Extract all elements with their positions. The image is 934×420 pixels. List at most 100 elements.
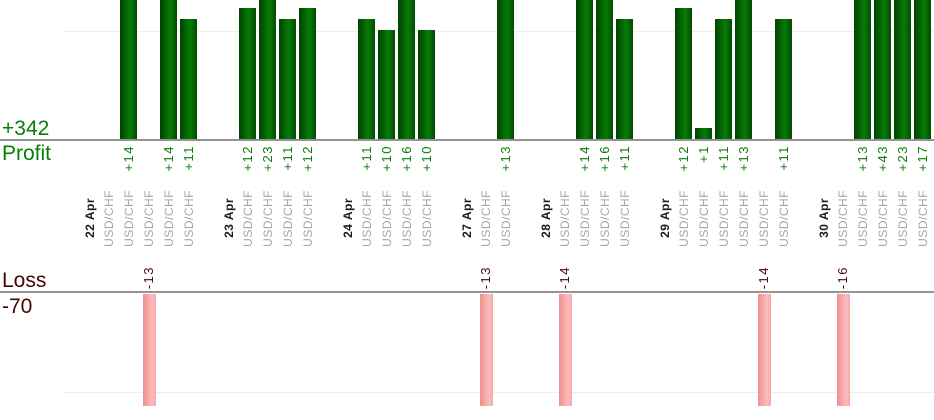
profit-value-label: +11 [776,145,792,171]
profit-value-label-wrap: +11 [714,145,734,210]
loss-value-label-wrap: -14 [555,238,575,289]
profit-value-label-wrap: +11 [615,145,635,210]
profit-value-label: +13 [855,145,871,172]
profit-bar [160,0,177,139]
profit-total: +342 [2,117,50,140]
profit-value-label-wrap: +14 [159,145,179,210]
loss-total: -70 [2,295,33,318]
profit-value-label: +13 [498,145,514,172]
profit-value-label-wrap: +1 [694,145,714,210]
loss-gridline [63,392,934,393]
loss-value-label: -14 [557,265,573,289]
profit-value-label-wrap: +14 [119,145,139,210]
loss-axis-line [0,291,934,293]
profit-bar [358,19,375,139]
date-label: 27 Apr [459,198,474,238]
profit-value-label-wrap: +17 [913,145,933,210]
profit-value-label: +12 [676,145,692,172]
profit-value-label-wrap: +11 [357,145,377,210]
pair-label: USD/CHF [101,189,116,247]
date-label-wrap: 23 Apr [219,185,239,251]
profit-value-label-wrap: +10 [377,145,397,210]
profit-bar [775,19,792,139]
profit-bar [120,0,137,139]
profit-value-label: +13 [736,145,752,172]
profit-value-label: +11 [359,145,375,171]
date-label-wrap: 27 Apr [457,185,477,251]
profit-axis-label: Profit [2,142,52,165]
profit-bar [279,19,296,139]
loss-value-label-wrap: -16 [833,238,853,289]
profit-bar [715,19,732,139]
profit-value-label: +17 [915,145,931,172]
profit-value-label-wrap: +12 [238,145,258,210]
profit-bar [497,0,514,139]
profit-bar [874,0,891,139]
loss-value-label: -14 [756,265,772,289]
profit-value-label: +10 [419,145,435,172]
profit-value-label: +14 [577,145,593,172]
profit-value-label: +16 [399,145,415,172]
loss-bar [480,294,493,406]
profit-value-label: +11 [716,145,732,171]
loss-value-label: -13 [141,265,157,289]
profit-bar [616,19,633,139]
profit-value-label: +10 [379,145,395,172]
profit-axis-line [0,139,934,141]
profit-value-label-wrap: +43 [873,145,893,210]
date-label-wrap: 24 Apr [338,185,358,251]
date-label-wrap: 30 Apr [814,185,834,251]
profit-value-label: +23 [895,145,911,172]
profit-bar [180,19,197,139]
profit-value-label-wrap: +10 [417,145,437,210]
profit-value-label-wrap: +11 [278,145,298,210]
date-label: 23 Apr [221,198,236,238]
profit-value-label-wrap: +13 [734,145,754,210]
loss-value-label: -13 [478,265,494,289]
profit-value-label: +1 [696,145,712,163]
profit-bar [239,8,256,139]
profit-bar [675,8,692,139]
profit-value-label: +11 [181,145,197,171]
profit-value-label: +11 [280,145,296,171]
profit-value-label-wrap: +23 [893,145,913,210]
loss-bar [758,294,771,406]
profit-value-label-wrap: +12 [674,145,694,210]
profit-value-label: +12 [300,145,316,172]
date-label: 22 Apr [82,198,97,238]
date-label: 28 Apr [538,198,553,238]
date-label: 24 Apr [340,198,355,238]
profit-value-label-wrap: +23 [258,145,278,210]
date-label-wrap: 28 Apr [536,185,556,251]
pair-label-wrap: USD/CHF [99,185,119,251]
loss-bar [143,294,156,406]
profit-value-label: +43 [875,145,891,172]
profit-value-label-wrap: +11 [179,145,199,210]
profit-bar [854,0,871,139]
profit-value-label-wrap: +12 [298,145,318,210]
profit-value-label: +14 [121,145,137,172]
profit-value-label: +12 [240,145,256,172]
date-label: 30 Apr [816,198,831,238]
loss-value-label-wrap: -13 [139,238,159,289]
profit-value-label: +14 [161,145,177,172]
profit-bar [914,0,931,139]
loss-value-label-wrap: -14 [754,238,774,289]
loss-axis-label: Loss [2,269,47,292]
profit-value-label: +23 [260,145,276,172]
profit-bar [735,0,752,139]
profit-bar [299,8,316,139]
profit-value-label-wrap: +13 [496,145,516,210]
profit-value-label-wrap: +16 [595,145,615,210]
profit-bar [596,0,613,139]
date-label-wrap: 29 Apr [655,185,675,251]
profit-bar [378,30,395,139]
loss-value-label: -16 [835,265,851,289]
profit-value-label: +11 [617,145,633,171]
profit-value-label-wrap: +11 [774,145,794,210]
loss-bar [559,294,572,406]
loss-bar [837,294,850,406]
profit-bar [576,0,593,139]
profit-bar [894,0,911,139]
